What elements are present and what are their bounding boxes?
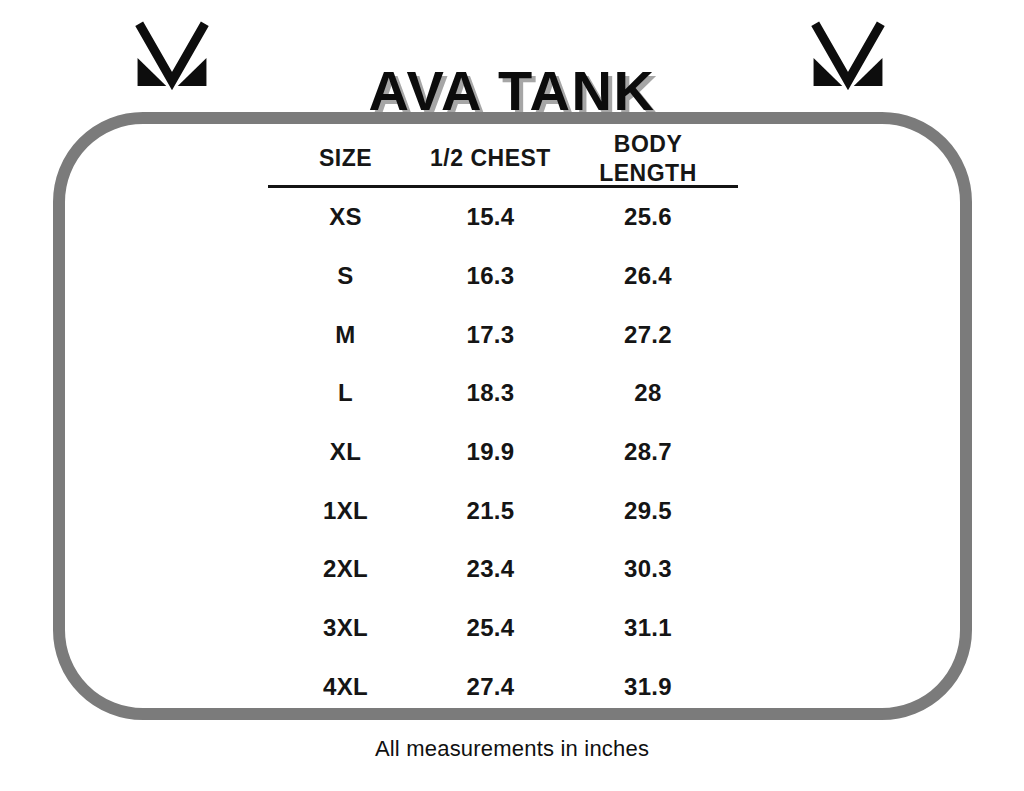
measurements-note: All measurements in inches — [0, 736, 1024, 762]
col-header-body-length-label: BODY LENGTH — [589, 130, 707, 188]
table-row: M17.327.2 — [268, 305, 738, 364]
size-table: SIZE 1/2 CHEST BODY LENGTH XS15.425.6S16… — [268, 130, 738, 716]
col-header-half-chest: 1/2 CHEST — [423, 145, 558, 172]
col-header-size: SIZE — [268, 145, 423, 172]
cell-body-length: 28.7 — [558, 438, 738, 466]
cell-size: 4XL — [268, 673, 423, 701]
cell-size: XL — [268, 438, 423, 466]
table-row: XS15.425.6 — [268, 188, 738, 247]
cell-body-length: 26.4 — [558, 262, 738, 290]
cell-body-length: 30.3 — [558, 555, 738, 583]
cell-body-length: 31.9 — [558, 673, 738, 701]
cell-body-length: 25.6 — [558, 203, 738, 231]
cell-body-length: 29.5 — [558, 497, 738, 525]
table-header-row: SIZE 1/2 CHEST BODY LENGTH — [268, 130, 738, 188]
table-row: S16.326.4 — [268, 247, 738, 306]
cell-half-chest: 23.4 — [423, 555, 558, 583]
cell-body-length: 28 — [558, 379, 738, 407]
size-chart-flyer: AVA TANK SIZE 1/2 CHEST BODY LENGTH XS15… — [0, 0, 1024, 791]
cell-half-chest: 15.4 — [423, 203, 558, 231]
mv-monogram-icon — [807, 16, 889, 92]
brand-logo-right — [807, 16, 889, 92]
cell-size: 1XL — [268, 497, 423, 525]
cell-half-chest: 19.9 — [423, 438, 558, 466]
table-row: 2XL23.430.3 — [268, 540, 738, 599]
table-row: XL19.928.7 — [268, 423, 738, 482]
cell-body-length: 31.1 — [558, 614, 738, 642]
cell-size: 3XL — [268, 614, 423, 642]
table-row: 4XL27.431.9 — [268, 658, 738, 717]
cell-body-length: 27.2 — [558, 321, 738, 349]
table-row: 1XL21.529.5 — [268, 481, 738, 540]
table-row: 3XL25.431.1 — [268, 599, 738, 658]
cell-half-chest: 16.3 — [423, 262, 558, 290]
cell-half-chest: 25.4 — [423, 614, 558, 642]
table-body: XS15.425.6S16.326.4M17.327.2L18.328XL19.… — [268, 188, 738, 716]
cell-half-chest: 18.3 — [423, 379, 558, 407]
cell-size: 2XL — [268, 555, 423, 583]
cell-half-chest: 27.4 — [423, 673, 558, 701]
table-row: L18.328 — [268, 364, 738, 423]
cell-half-chest: 21.5 — [423, 497, 558, 525]
cell-size: M — [268, 321, 423, 349]
cell-size: XS — [268, 203, 423, 231]
cell-size: L — [268, 379, 423, 407]
cell-size: S — [268, 262, 423, 290]
cell-half-chest: 17.3 — [423, 321, 558, 349]
col-header-body-length: BODY LENGTH — [558, 130, 738, 188]
